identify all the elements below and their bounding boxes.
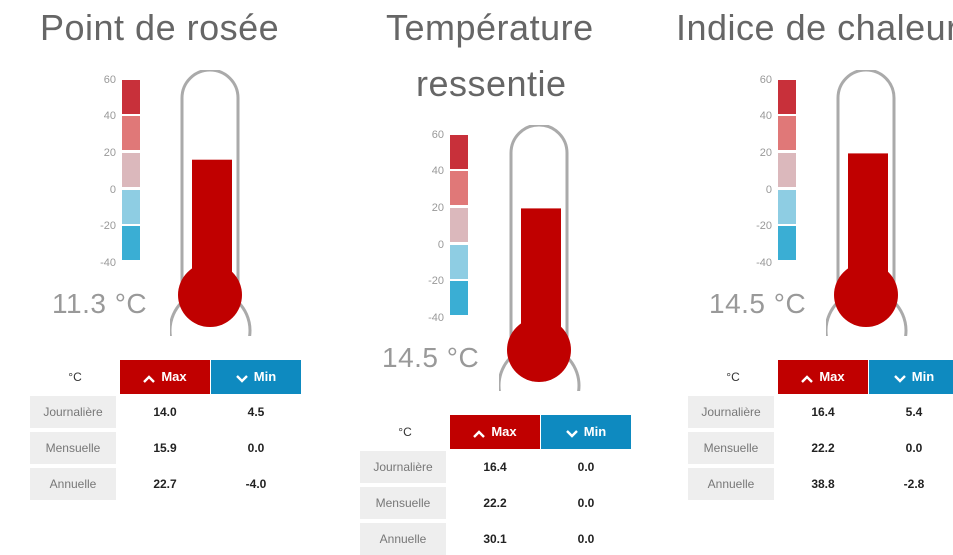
- daily-min-value: 0.0: [577, 460, 595, 474]
- scale-segment: [450, 135, 468, 169]
- scale-tick: 40: [759, 110, 772, 122]
- min-label: Min: [583, 424, 607, 439]
- scale-tick: 0: [765, 184, 772, 196]
- chevron-down-icon: [565, 430, 578, 438]
- chevron-up-icon: [801, 375, 814, 383]
- yearly-min-value: -4.0: [245, 477, 267, 491]
- max-label: Max: [491, 424, 517, 439]
- scale-segment: [450, 245, 468, 279]
- daily-max-value: 14.0: [153, 405, 177, 419]
- temperature-scale: 60 40 20 0 -20 -40: [746, 74, 796, 269]
- min-button[interactable]: Min: [541, 415, 631, 449]
- scale-segment: [778, 226, 796, 260]
- scale-segment: [450, 171, 468, 205]
- monthly-max-value: 22.2: [811, 441, 835, 455]
- unit-header: °C: [726, 370, 740, 384]
- panel-heat-index: Indice de chaleur 60 40 20 0 -20 -40 14.…: [676, 7, 953, 500]
- monthly-min-value: 0.0: [577, 496, 595, 510]
- row-label-yearly: Annuelle: [30, 468, 116, 500]
- row-label-monthly: Mensuelle: [30, 432, 116, 464]
- scale-segment: [122, 80, 140, 114]
- scale-tick: -20: [100, 220, 116, 232]
- scale-tick: 20: [103, 147, 116, 159]
- row-label-yearly: Annuelle: [688, 468, 774, 500]
- scale-tick: -40: [100, 257, 116, 269]
- monthly-max-value: 22.2: [483, 496, 507, 510]
- panel-title: Point de rosée: [40, 7, 280, 48]
- current-reading: 11.3 °C: [52, 288, 148, 319]
- unit-header: °C: [68, 370, 82, 384]
- scale-tick: 0: [437, 239, 444, 251]
- scale-segment: [122, 153, 140, 187]
- scale-tick: 60: [759, 74, 772, 86]
- scale-segment: [778, 190, 796, 224]
- scale-tick: 0: [109, 184, 116, 196]
- thermometer-icon: [170, 70, 252, 336]
- max-label: Max: [161, 369, 187, 384]
- yearly-min-value: -2.8: [903, 477, 925, 491]
- scale-tick: 60: [103, 74, 116, 86]
- scale-segment: [778, 153, 796, 187]
- monthly-min-value: 0.0: [905, 441, 923, 455]
- daily-min-value: 4.5: [247, 405, 265, 419]
- yearly-max-value: 38.8: [811, 477, 835, 491]
- scale-tick: 40: [431, 165, 444, 177]
- row-label-daily: Journalière: [360, 451, 446, 483]
- scale-tick: -20: [756, 220, 772, 232]
- scale-tick: 60: [431, 129, 444, 141]
- temperature-scale: 60 40 20 0 -20 -40: [418, 129, 468, 324]
- panel-title: Indice de chaleur: [676, 7, 953, 48]
- current-reading: 14.5 °C: [709, 288, 807, 319]
- scale-segment: [122, 190, 140, 224]
- chevron-up-icon: [473, 430, 486, 438]
- scale-tick: -20: [428, 275, 444, 287]
- row-label-daily: Journalière: [30, 396, 116, 428]
- scale-segment: [122, 116, 140, 150]
- max-button[interactable]: Max: [450, 415, 540, 449]
- daily-min-value: 5.4: [905, 405, 923, 419]
- chevron-up-icon: [143, 375, 156, 383]
- row-label-monthly: Mensuelle: [360, 487, 446, 519]
- scale-segment: [122, 226, 140, 260]
- scale-segment: [450, 208, 468, 242]
- max-button[interactable]: Max: [120, 360, 210, 394]
- scale-segment: [778, 116, 796, 150]
- temperature-scale: 60 40 20 0 -20 -40: [90, 74, 140, 269]
- unit-header: °C: [398, 425, 412, 439]
- scale-tick: 20: [431, 202, 444, 214]
- min-button[interactable]: Min: [211, 360, 301, 394]
- chevron-down-icon: [235, 375, 248, 383]
- thermometer-icon: [826, 70, 908, 336]
- current-reading: 14.5 °C: [382, 342, 480, 373]
- panel-title: Température: [386, 7, 594, 48]
- min-label: Min: [253, 369, 277, 384]
- max-button[interactable]: Max: [778, 360, 868, 394]
- min-label: Min: [911, 369, 935, 384]
- chevron-down-icon: [893, 375, 906, 383]
- panel-title-line2: ressentie: [416, 63, 567, 104]
- row-label-monthly: Mensuelle: [688, 432, 774, 464]
- scale-segment: [450, 281, 468, 315]
- scale-tick: -40: [428, 312, 444, 324]
- scale-tick: -40: [756, 257, 772, 269]
- scale-tick: 40: [103, 110, 116, 122]
- daily-max-value: 16.4: [811, 405, 835, 419]
- min-button[interactable]: Min: [869, 360, 953, 394]
- row-label-daily: Journalière: [688, 396, 774, 428]
- thermometer-icon: [499, 125, 581, 391]
- daily-max-value: 16.4: [483, 460, 507, 474]
- yearly-max-value: 22.7: [153, 477, 177, 491]
- scale-segment: [778, 80, 796, 114]
- scale-tick: 20: [759, 147, 772, 159]
- monthly-max-value: 15.9: [153, 441, 177, 455]
- monthly-min-value: 0.0: [247, 441, 265, 455]
- max-label: Max: [819, 369, 845, 384]
